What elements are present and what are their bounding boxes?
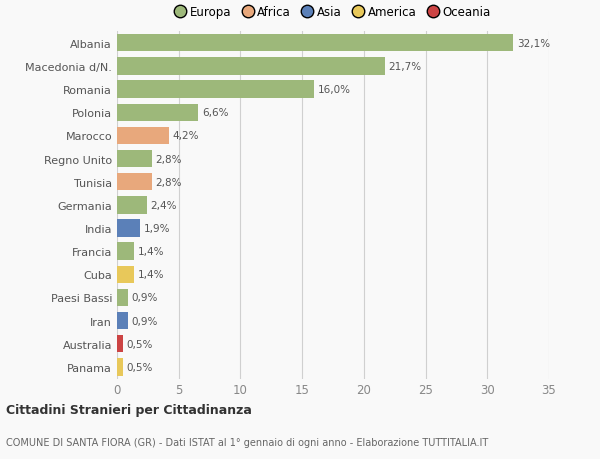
Bar xyxy=(117,197,146,214)
Text: 0,5%: 0,5% xyxy=(127,339,153,349)
Text: Cittadini Stranieri per Cittadinanza: Cittadini Stranieri per Cittadinanza xyxy=(6,403,252,416)
Bar xyxy=(117,104,199,122)
Bar xyxy=(117,174,152,191)
Text: COMUNE DI SANTA FIORA (GR) - Dati ISTAT al 1° gennaio di ogni anno - Elaborazion: COMUNE DI SANTA FIORA (GR) - Dati ISTAT … xyxy=(6,437,488,447)
Text: 2,8%: 2,8% xyxy=(155,177,182,187)
Bar xyxy=(117,81,314,99)
Bar xyxy=(117,289,128,307)
Text: 1,4%: 1,4% xyxy=(138,270,164,280)
Text: 0,9%: 0,9% xyxy=(132,293,158,303)
Text: 1,9%: 1,9% xyxy=(144,224,170,234)
Bar xyxy=(117,266,134,283)
Text: 1,4%: 1,4% xyxy=(138,246,164,257)
Text: 2,4%: 2,4% xyxy=(151,201,177,210)
Text: 16,0%: 16,0% xyxy=(318,85,351,95)
Bar xyxy=(117,312,128,330)
Bar xyxy=(117,35,513,52)
Bar xyxy=(117,336,123,353)
Bar xyxy=(117,58,385,75)
Bar xyxy=(117,243,134,260)
Legend: Europa, Africa, Asia, America, Oceania: Europa, Africa, Asia, America, Oceania xyxy=(175,6,491,19)
Bar xyxy=(117,220,140,237)
Bar xyxy=(117,128,169,145)
Text: 2,8%: 2,8% xyxy=(155,154,182,164)
Text: 32,1%: 32,1% xyxy=(517,39,550,49)
Text: 0,5%: 0,5% xyxy=(127,362,153,372)
Text: 21,7%: 21,7% xyxy=(389,62,422,72)
Text: 0,9%: 0,9% xyxy=(132,316,158,326)
Bar xyxy=(117,151,152,168)
Text: 6,6%: 6,6% xyxy=(202,108,229,118)
Text: 4,2%: 4,2% xyxy=(173,131,199,141)
Bar xyxy=(117,358,123,376)
